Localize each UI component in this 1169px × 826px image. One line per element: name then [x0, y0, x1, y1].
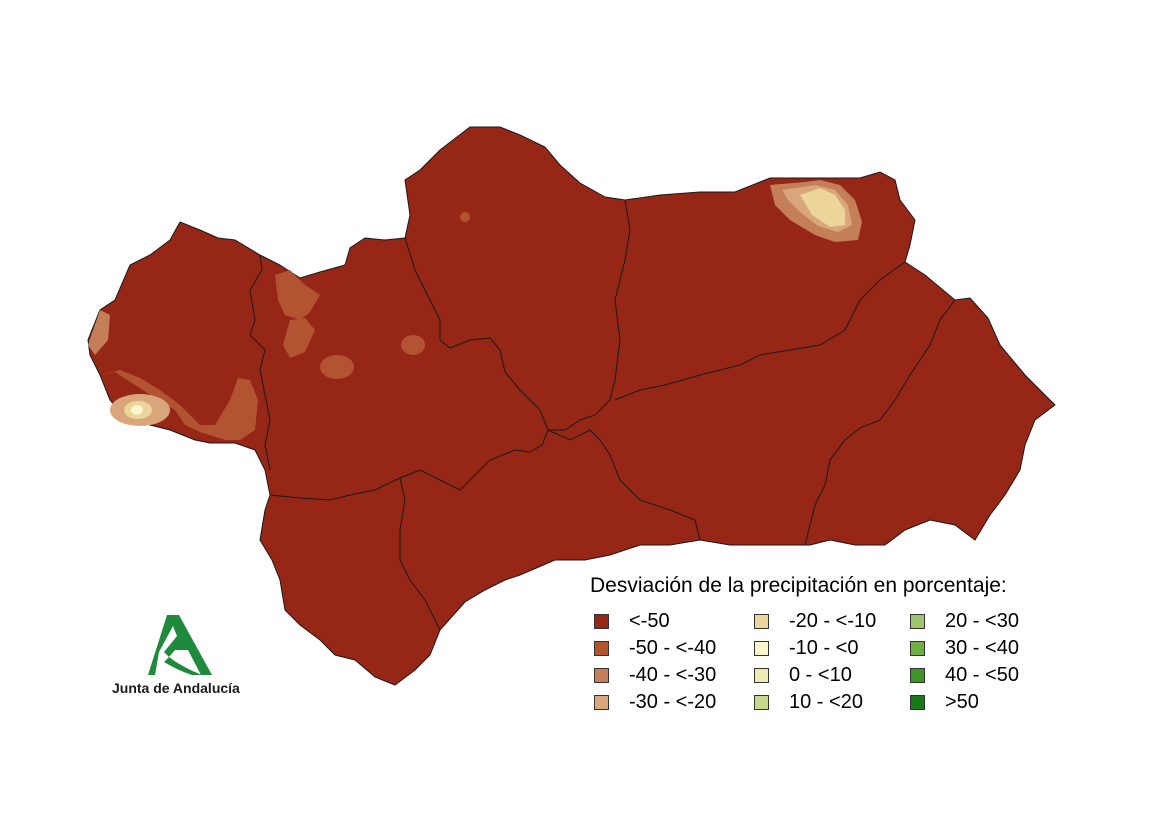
legend-item: 0 - <10	[754, 662, 852, 688]
hotspot-small-north	[460, 212, 470, 222]
legend-swatch	[594, 667, 609, 683]
legend-item: -30 - <-20	[594, 689, 716, 715]
legend-swatch	[594, 694, 609, 710]
logo-text: Junta de Andalucía	[112, 680, 240, 696]
legend-item: >50	[910, 689, 979, 715]
legend: <-50 -50 - <-40 -40 - <-30 -30 - <-20 -20 - …	[594, 608, 1054, 718]
legend-swatch	[910, 613, 925, 629]
legend-swatch	[754, 694, 769, 710]
hotspot-north-central	[283, 318, 315, 358]
hotspot-sevilla-2	[401, 335, 425, 355]
legend-swatch	[754, 667, 769, 683]
hotspot-northwest	[275, 270, 320, 320]
precipitation-anomaly-hotspots	[88, 180, 862, 440]
legend-item: 30 - <40	[910, 635, 1019, 661]
legend-label: -20 - <-10	[789, 609, 877, 632]
legend-label: 0 - <10	[789, 663, 852, 686]
legend-label: >50	[945, 690, 979, 713]
province-borders	[249, 199, 956, 631]
hotspot-northeast-core	[800, 188, 845, 227]
legend-label: 10 - <20	[789, 690, 863, 713]
hotspot-sevilla-1	[320, 355, 354, 379]
border-sevilla-cadiz	[269, 449, 531, 501]
legend-label: 40 - <50	[945, 663, 1019, 686]
legend-label: 20 - <30	[945, 609, 1019, 632]
legend-swatch	[910, 694, 925, 710]
border-jaen-granada	[614, 261, 906, 401]
legend-label: -30 - <-20	[629, 690, 717, 713]
legend-item: -10 - <0	[754, 635, 858, 661]
legend-label: <-50	[629, 609, 670, 632]
legend-label: -40 - <-30	[629, 663, 717, 686]
legend-label: -10 - <0	[789, 636, 859, 659]
legend-swatch	[754, 640, 769, 656]
hotspot-west-edge	[88, 310, 110, 355]
border-cadiz-malaga	[399, 477, 441, 631]
legend-item: 20 - <30	[910, 608, 1019, 634]
hotspot-west-coast	[100, 370, 258, 440]
junta-logo-icon	[148, 615, 212, 675]
legend-item: 10 - <20	[754, 689, 863, 715]
andalucia-region	[87, 126, 1056, 686]
legend-item: 40 - <50	[910, 662, 1019, 688]
border-cordoba-malaga	[547, 429, 701, 541]
legend-swatch	[910, 640, 925, 656]
legend-swatch	[594, 613, 609, 629]
legend-item: -40 - <-30	[594, 662, 716, 688]
legend-swatch	[910, 667, 925, 683]
border-huelva-sevilla	[249, 254, 271, 471]
legend-label: -50 - <-40	[629, 636, 717, 659]
legend-item: -50 - <-40	[594, 635, 716, 661]
hotspot-huelva-center	[131, 405, 143, 415]
junta-de-andalucia-logo: Junta de Andalucía	[112, 612, 262, 702]
border-sevilla-cordoba	[404, 237, 549, 453]
border-cordoba-jaen	[548, 199, 631, 431]
legend-label: 30 - <40	[945, 636, 1019, 659]
legend-item: -20 - <-10	[754, 608, 876, 634]
border-granada-almeria	[804, 299, 956, 546]
legend-item: <-50	[594, 608, 670, 634]
legend-swatch	[754, 613, 769, 629]
legend-swatch	[594, 640, 609, 656]
legend-title: Desviación de la precipitación en porcen…	[590, 574, 1007, 597]
